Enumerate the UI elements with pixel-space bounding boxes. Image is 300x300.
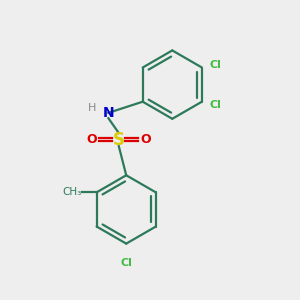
Text: CH₃: CH₃ — [62, 188, 82, 197]
Text: Cl: Cl — [209, 59, 221, 70]
Text: Cl: Cl — [120, 258, 132, 268]
Text: O: O — [140, 133, 151, 146]
Text: N: N — [103, 106, 114, 120]
Text: S: S — [113, 130, 125, 148]
Text: O: O — [87, 133, 98, 146]
Text: H: H — [88, 103, 96, 113]
Text: Cl: Cl — [209, 100, 221, 110]
